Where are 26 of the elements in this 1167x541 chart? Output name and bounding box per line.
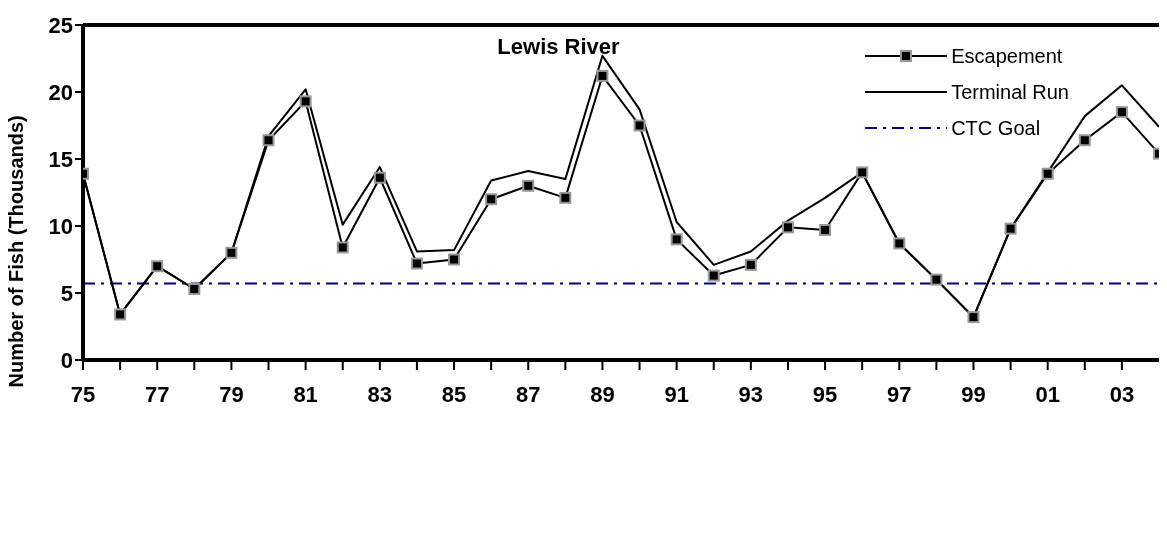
x-tick-label: 81: [293, 381, 318, 407]
x-tick-label: 83: [367, 381, 393, 407]
x-tick-label: 87: [516, 381, 541, 407]
x-tick-label: 97: [887, 381, 912, 407]
legend-label: CTC Goal: [951, 116, 1041, 140]
x-tick-label: 03: [1109, 381, 1135, 407]
legend-label: Escapement: [951, 44, 1063, 68]
x-tick-label: 75: [70, 381, 96, 407]
x-tick-label: 85: [441, 381, 467, 407]
y-tick-label: 10: [48, 213, 73, 239]
y-axis-title: Number of Fish (Thousands): [5, 115, 28, 388]
y-tick-label: 5: [60, 280, 73, 306]
x-tick-label: 99: [961, 381, 986, 407]
x-tick-label: 91: [664, 381, 689, 407]
chart-title: Lewis River: [497, 34, 620, 59]
x-tick-label: 01: [1035, 381, 1060, 407]
x-tick-label: 77: [144, 381, 170, 407]
y-tick-label: 15: [48, 146, 73, 172]
x-tick-label: 93: [738, 381, 764, 407]
x-tick-label: 79: [219, 381, 244, 407]
y-tick-label: 20: [48, 79, 73, 105]
legend-label: Terminal Run: [951, 80, 1069, 104]
x-tick-label: 89: [590, 381, 615, 407]
x-tick-label: 95: [812, 381, 838, 407]
y-tick-label: 0: [60, 347, 73, 373]
y-tick-label: 25: [48, 12, 73, 38]
